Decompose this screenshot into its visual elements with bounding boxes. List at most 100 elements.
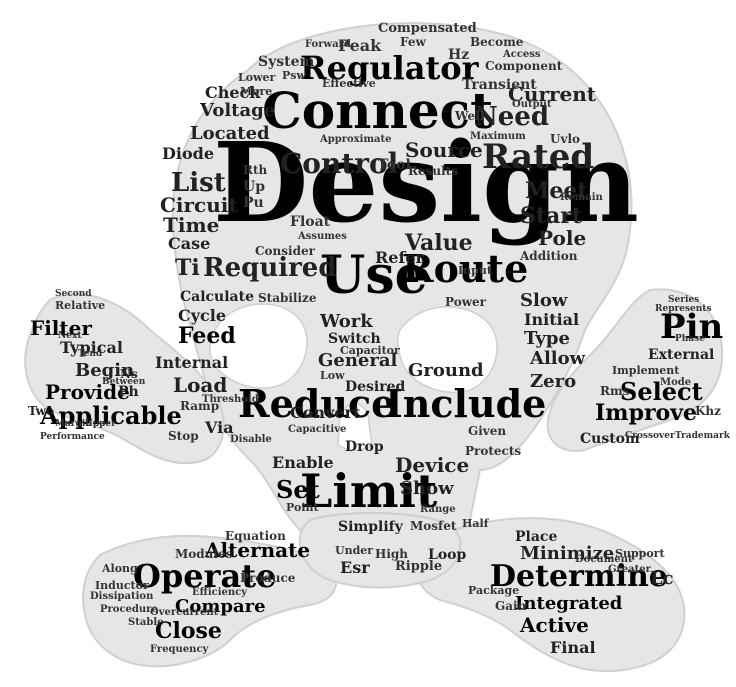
word-convert: Convert [290, 403, 361, 422]
word-esr: Esr [340, 558, 370, 577]
left-lower-bone [82, 534, 337, 668]
word-tend: Tend [78, 349, 103, 359]
word-design: Design [213, 118, 639, 247]
word-document: Document [575, 554, 633, 565]
word-ph: Ph [118, 384, 139, 400]
word-along: Along [102, 562, 138, 575]
word-forward: Forward [305, 39, 351, 50]
word-stabilize: Stabilize [258, 291, 317, 305]
word-set: Set [276, 475, 320, 504]
word-calculate: Calculate [180, 289, 254, 305]
word-uvlo: Uvlo [550, 132, 580, 146]
word-input: Input [458, 264, 492, 277]
word-low: Low [320, 369, 345, 382]
word-current: Current [508, 82, 597, 106]
word-mosfet: Mosfet [410, 519, 457, 533]
word-power: Power [445, 295, 486, 309]
nose-cavity [337, 403, 373, 451]
word-equation: Equation [225, 529, 286, 543]
word-inductor: Inductor [95, 579, 149, 592]
word-trademark: Trademark [675, 431, 730, 441]
word-located: Located [190, 123, 270, 144]
word-integrated: Integrated [515, 593, 623, 614]
word-voltage: Voltage [200, 100, 276, 121]
word-protects: Protects [465, 444, 522, 458]
word-meet: Meet [525, 178, 588, 204]
word-switch: Switch [328, 331, 381, 347]
word-connect: Connect [262, 81, 494, 140]
word-implement: Implement [612, 364, 680, 377]
left-upper-bone [24, 293, 225, 465]
word-initial: Initial [524, 310, 580, 329]
word-point: Point [286, 501, 319, 514]
word-capacitive: Capacitive [288, 424, 347, 435]
word-minimize: Minimize [520, 543, 615, 564]
word-stable: Stable [128, 617, 164, 628]
word-performance: Performance [40, 432, 105, 442]
word-stop: Stop [168, 429, 199, 443]
word-compare: Compare [175, 596, 266, 617]
word-become: Become [470, 35, 524, 49]
word-given: Given [468, 424, 507, 438]
word-pu: Pu [243, 195, 264, 211]
word-operate: Operate [133, 557, 277, 595]
word-start: Start [520, 203, 583, 229]
word-rated: Rated [482, 137, 595, 177]
word-provide: Provide [45, 380, 130, 404]
word-package: Package [468, 584, 520, 597]
word-margin: Margin [55, 419, 92, 429]
word-limit: Limit [300, 464, 438, 518]
word-via: Via [205, 418, 234, 437]
word-more: More [240, 85, 273, 98]
word-desired: Desired [345, 379, 406, 395]
word-addition: Addition [520, 249, 578, 263]
word-peak: Peak [338, 36, 382, 55]
word-load: Load [173, 373, 228, 397]
right-eye-socket [397, 306, 498, 394]
word-between: Between [102, 377, 146, 387]
word-allow: Allow [530, 348, 586, 369]
word-regulator: Regulator [300, 49, 479, 87]
word-select: Select [620, 377, 703, 406]
word-results: Results [408, 164, 458, 178]
word-required: Required [203, 253, 337, 283]
word-ns: Ns [120, 367, 138, 381]
word-ti: Ti [175, 255, 200, 281]
word-support: Support [615, 547, 665, 560]
word-phase: Phase [675, 334, 705, 344]
word-crossover: Crossover [625, 431, 675, 441]
word-reduce: Reduce [238, 381, 396, 426]
word-feed: Feed [178, 323, 236, 349]
word-ground: Ground [408, 360, 484, 381]
word-system: System [258, 54, 315, 70]
word-next: Next [58, 331, 82, 341]
word-value: Value [405, 230, 473, 256]
word-active: Active [520, 613, 589, 637]
right-lower-bone [414, 517, 686, 672]
word-filter: Filter [30, 316, 92, 340]
center-joint [298, 512, 462, 589]
word-transient: Transient [462, 77, 537, 93]
word-type: Type [524, 328, 570, 349]
word-threshold: Threshold [202, 394, 259, 405]
word-approximate: Approximate [320, 134, 392, 145]
word-diode: Diode [162, 144, 214, 163]
word-output: Output [512, 99, 552, 110]
word-tool: Tool [378, 157, 411, 173]
word-represents: Represents [655, 304, 712, 314]
word-close: Close [155, 618, 222, 644]
right-upper-bone [546, 288, 724, 452]
word-modules: Modules [175, 547, 233, 561]
word-general: General [318, 350, 398, 371]
word-upper: Upper [85, 419, 116, 429]
word-second: Second [55, 289, 92, 299]
word-include: Include [385, 381, 547, 426]
word-control: Control [280, 147, 399, 180]
word-typical: Typical [60, 338, 123, 357]
word-cycle: Cycle [178, 306, 227, 325]
word-high: High [375, 547, 409, 561]
word-lower: Lower [238, 71, 276, 84]
left-eye-socket [209, 303, 308, 389]
word-produce: Produce [240, 571, 296, 585]
